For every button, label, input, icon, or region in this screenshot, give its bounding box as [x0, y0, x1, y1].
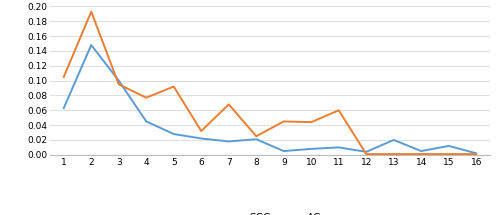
AC: [88, 10, 94, 13]
SCC: [336, 146, 342, 149]
AC: [281, 120, 287, 123]
SCC: [61, 107, 67, 109]
SCC: [226, 140, 232, 143]
AC: [336, 109, 342, 112]
Legend: SCC, AC: SCC, AC: [214, 208, 326, 215]
SCC: [446, 145, 452, 147]
AC: [308, 121, 314, 123]
SCC: [308, 147, 314, 150]
AC: [198, 130, 204, 132]
Line: SCC: SCC: [64, 45, 476, 153]
SCC: [116, 79, 122, 82]
AC: [61, 76, 67, 78]
AC: [418, 153, 424, 155]
AC: [143, 96, 149, 99]
AC: [171, 85, 177, 88]
AC: [473, 153, 479, 155]
SCC: [171, 133, 177, 135]
SCC: [473, 152, 479, 155]
AC: [253, 135, 259, 138]
SCC: [198, 137, 204, 140]
SCC: [143, 120, 149, 123]
SCC: [363, 150, 369, 153]
AC: [391, 153, 397, 155]
SCC: [391, 139, 397, 141]
SCC: [418, 150, 424, 152]
Line: AC: AC: [64, 12, 476, 154]
AC: [226, 103, 232, 106]
AC: [363, 153, 369, 155]
SCC: [253, 138, 259, 141]
AC: [116, 83, 122, 86]
AC: [446, 153, 452, 155]
SCC: [281, 150, 287, 152]
SCC: [88, 44, 94, 46]
